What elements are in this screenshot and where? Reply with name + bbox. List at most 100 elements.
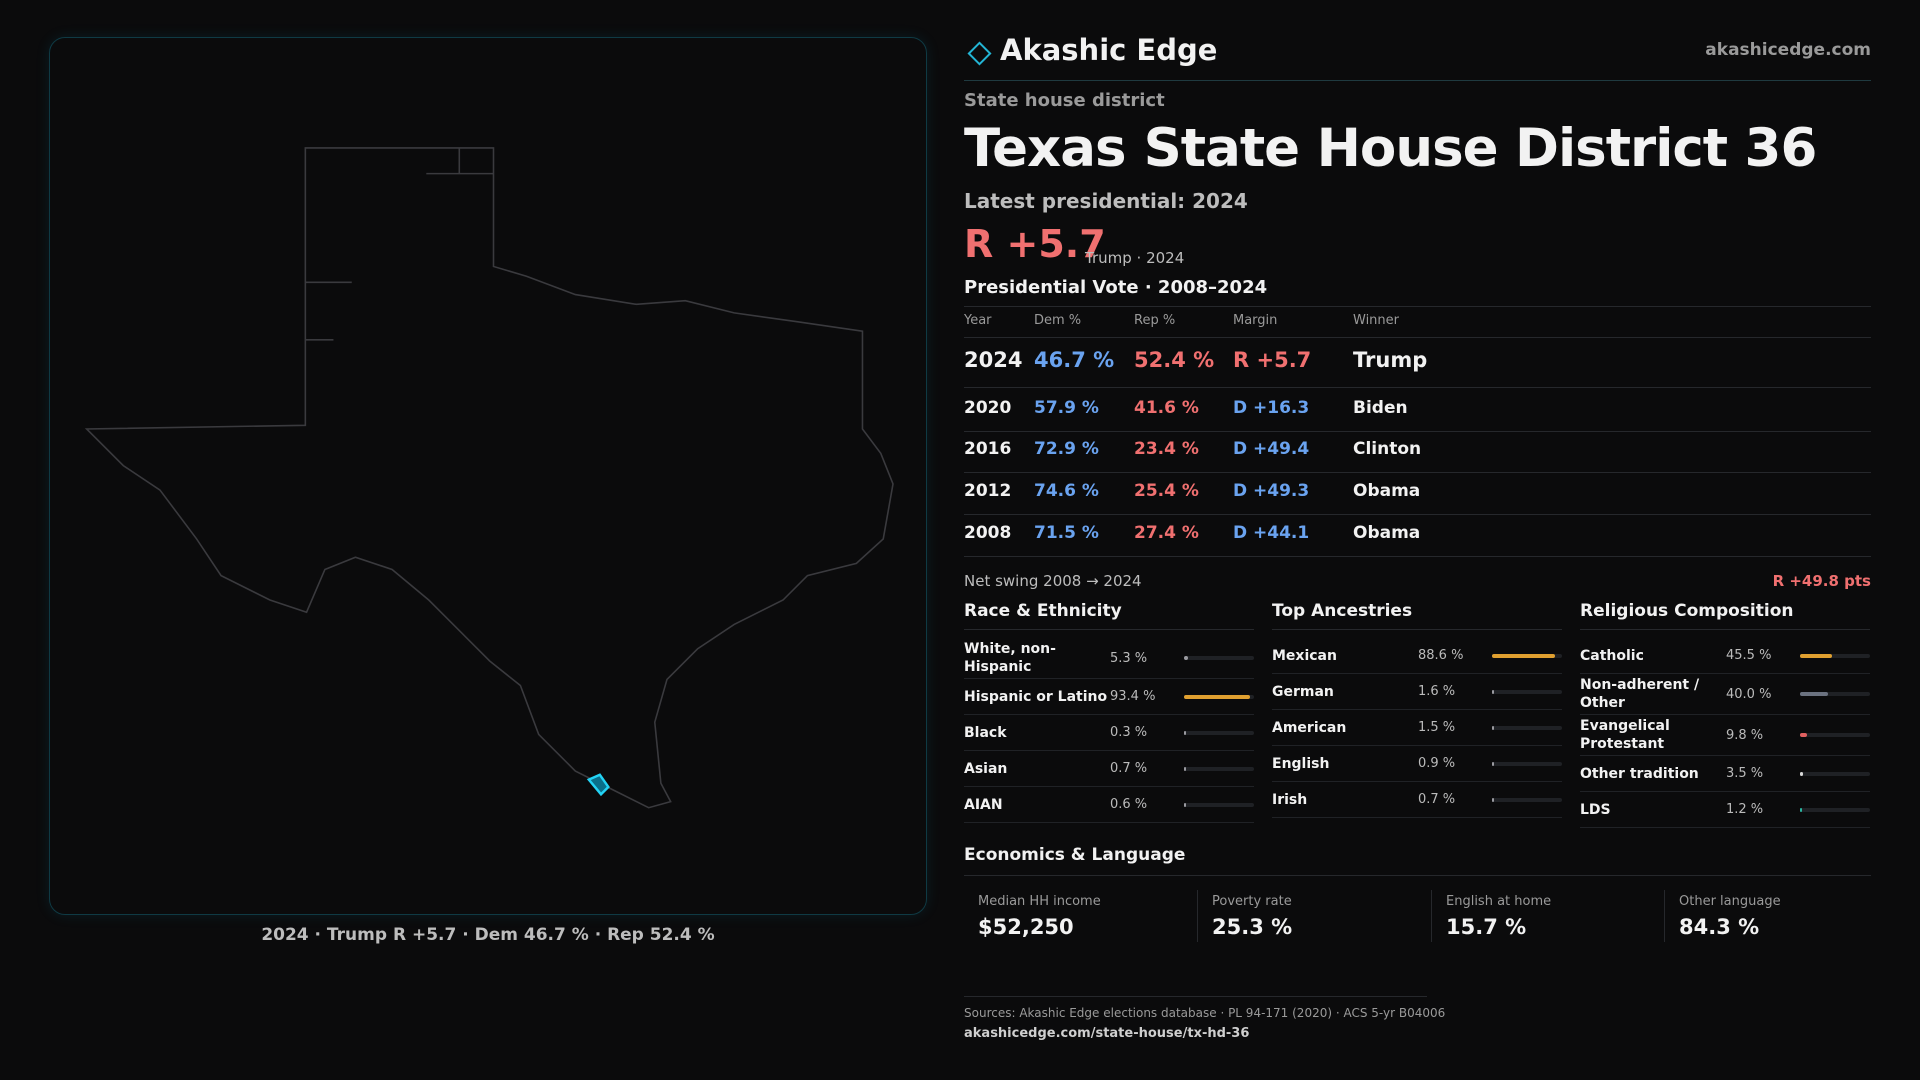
demo-value: 40.0 %	[1726, 686, 1772, 702]
demo-column: Religious Composition Catholic 45.5 % Non-a…	[1580, 601, 1870, 828]
row-line	[964, 431, 1871, 432]
demo-row: Non-adherent / Other 40.0 %	[1580, 674, 1870, 715]
demo-column: Race & Ethnicity White, non-Hispanic 5.3 %…	[964, 601, 1254, 823]
table-cell: 2016	[964, 439, 1012, 459]
stat: Other language 84.3 %	[1664, 890, 1899, 942]
row-line	[964, 337, 1871, 338]
bar	[1184, 730, 1187, 735]
stat-label: English at home	[1446, 894, 1552, 909]
bar-track	[1492, 725, 1562, 730]
bar	[1492, 653, 1555, 658]
table-cell: D +44.1	[1233, 523, 1310, 543]
bar-track	[1184, 766, 1254, 771]
demo-label: German	[1272, 683, 1334, 700]
margin: R +5.7	[964, 222, 1106, 266]
district-shape	[586, 773, 610, 797]
latest: Latest presidential: 2024	[964, 189, 1248, 213]
sources: Sources: Akashic Edge elections database…	[964, 1006, 1446, 1020]
demo-row: Hispanic or Latino 93.4 %	[964, 679, 1254, 715]
demo-row: AIAN 0.6 %	[964, 787, 1254, 823]
demo-label: Black	[964, 724, 1007, 741]
demo-value: 93.4 %	[1110, 689, 1156, 704]
table-cell: 27.4 %	[1134, 523, 1199, 543]
stat-label: Poverty rate	[1212, 894, 1292, 909]
stat-value: 84.3 %	[1679, 915, 1760, 939]
econ-title: Economics & Language	[964, 845, 1186, 865]
demo-row: Mexican 88.6 %	[1272, 638, 1562, 674]
demo-row: Asian 0.7 %	[964, 751, 1254, 787]
bar-track	[1492, 797, 1562, 802]
divider	[964, 996, 1427, 997]
swing-value: R +49.8 pts	[1772, 572, 1871, 590]
bar-track	[1492, 689, 1562, 694]
demo-value: 0.7 %	[1110, 761, 1148, 776]
demo-value: 0.7 %	[1418, 792, 1456, 807]
demo-label: Other tradition	[1580, 765, 1699, 782]
table-cell: 52.4 %	[1134, 348, 1215, 372]
stat-value: 15.7 %	[1446, 915, 1527, 939]
column-header: Dem %	[1034, 313, 1082, 328]
bar	[1800, 692, 1829, 696]
demo-row: Evangelical Protestant 9.8 %	[1580, 715, 1870, 756]
demo-value: 5.3 %	[1110, 650, 1148, 666]
bar-track	[1492, 761, 1562, 766]
demo-value: 1.5 %	[1418, 720, 1456, 735]
bar	[1184, 656, 1189, 660]
bar	[1492, 725, 1495, 730]
brand: Akashic Edge	[1000, 33, 1218, 67]
demo-label: White, non-Hispanic	[964, 641, 1056, 675]
stat: English at home 15.7 %	[1431, 890, 1666, 942]
stat-value: 25.3 %	[1212, 915, 1293, 939]
row-line	[964, 556, 1871, 557]
row-line	[964, 387, 1871, 388]
table-cell: 71.5 %	[1034, 523, 1099, 543]
table-cell: 23.4 %	[1134, 439, 1199, 459]
url: akashicedge.com/state-house/tx-hd-36	[964, 1026, 1250, 1041]
demo-row: English 0.9 %	[1272, 746, 1562, 782]
demo-value: 45.5 %	[1726, 648, 1772, 663]
column-header: Year	[964, 313, 992, 328]
demo-row: LDS 1.2 %	[1580, 792, 1870, 828]
row-line	[964, 306, 1871, 307]
row-line	[964, 472, 1871, 473]
demo-value: 9.8 %	[1726, 727, 1764, 743]
site: akashicedge.com	[1705, 40, 1871, 60]
texas-map	[84, 147, 894, 809]
demo-row: American 1.5 %	[1272, 710, 1562, 746]
title: Texas State House District 36	[964, 118, 1817, 179]
bar-track	[1184, 656, 1254, 660]
bar	[1492, 689, 1495, 694]
table-cell: 41.6 %	[1134, 398, 1199, 418]
demo-row: Other tradition 3.5 %	[1580, 756, 1870, 792]
column-header: Winner	[1353, 313, 1400, 328]
table-cell: 2024	[964, 348, 1023, 372]
section-title: Top Ancestries	[1272, 601, 1562, 630]
demo-label: Non-adherent / Other	[1580, 677, 1700, 711]
demo-label: Evangelical Protestant	[1580, 718, 1670, 752]
demo-label: AIAN	[964, 796, 1003, 813]
bar-track	[1800, 692, 1870, 696]
table-cell: 2012	[964, 481, 1012, 501]
divider	[964, 875, 1871, 876]
bar-track	[1800, 807, 1870, 812]
demo-value: 0.6 %	[1110, 797, 1148, 812]
column-header: Rep %	[1134, 313, 1176, 328]
logo	[967, 41, 992, 66]
map-panel	[49, 37, 927, 915]
column-header: Margin	[1233, 313, 1278, 328]
bar-track	[1492, 653, 1562, 658]
bar	[1800, 771, 1803, 776]
bar-track	[1184, 802, 1254, 807]
demo-label: LDS	[1580, 801, 1611, 818]
table-cell: Obama	[1353, 481, 1421, 501]
bar-track	[1184, 730, 1254, 735]
bar	[1184, 802, 1187, 807]
demo-value: 1.6 %	[1418, 684, 1456, 699]
demo-value: 0.9 %	[1418, 756, 1456, 771]
demo-value: 1.2 %	[1726, 802, 1764, 817]
bar	[1800, 653, 1833, 658]
bar-track	[1800, 653, 1870, 658]
table-cell: 2020	[964, 398, 1012, 418]
stat-label: Median HH income	[978, 894, 1101, 909]
